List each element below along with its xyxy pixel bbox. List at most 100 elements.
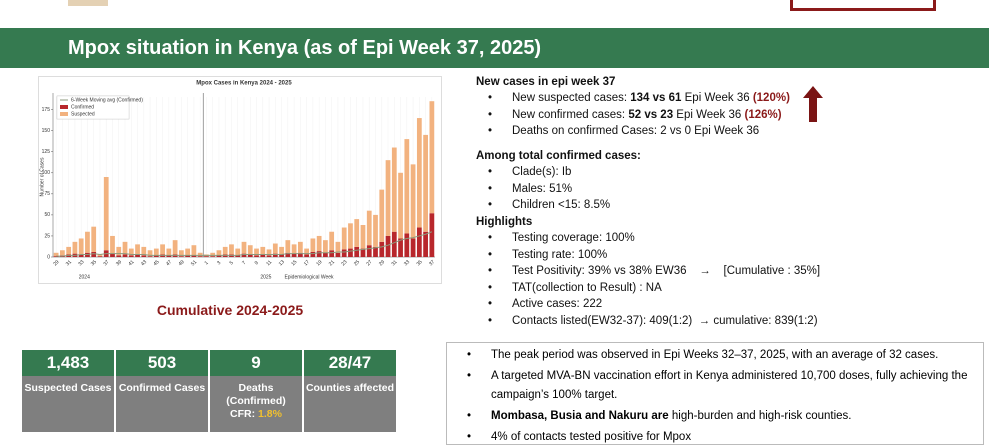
- legend-swatch: [60, 112, 68, 116]
- x-tick-label: 47: [165, 259, 173, 267]
- stat-card: 503 Confirmed Cases: [116, 350, 208, 432]
- chart: Mpox Cases in Kenya 2024 - 2025 Number of…: [39, 81, 436, 281]
- bar-segment: [348, 248, 353, 257]
- y-tick-label: 150: [42, 128, 51, 134]
- text-run: Clade(s): Ib: [512, 166, 572, 178]
- section-heading: Among total confirmed cases:: [476, 150, 641, 162]
- text-run: Deaths on confirmed Cases: 2 vs 0 Epi We…: [512, 125, 760, 137]
- bar-segment: [210, 252, 216, 257]
- x-tick-label: 31: [390, 259, 398, 267]
- bar-segment: [97, 256, 103, 257]
- x-tick-label: 35: [90, 259, 98, 267]
- header-bar: Mpox situation in Kenya (as of Epi Week …: [0, 28, 989, 68]
- y-tick-label: 125: [42, 149, 51, 155]
- bar-segment: [341, 249, 347, 257]
- bar-segment: [404, 139, 410, 234]
- bar-segment: [391, 231, 397, 257]
- stat-label: Confirmed Cases: [116, 376, 208, 432]
- bar-segment: [329, 231, 335, 251]
- note-item: Mombasa, Busia and Nakuru are high-burde…: [447, 407, 983, 426]
- stats-row: 1,483 Suspected Cases 503 Confirmed Cases 9 D…: [22, 350, 396, 432]
- bar-segment: [53, 252, 59, 257]
- bar-segment: [197, 256, 203, 257]
- bullet-item: New suspected cases: 134 vs 61 Epi Week …: [476, 90, 790, 107]
- bar-segment: [153, 248, 159, 256]
- bar-segment: [147, 250, 153, 257]
- bar-segment: [297, 252, 303, 257]
- x-tick-label: 45: [152, 259, 160, 267]
- bar-segment: [398, 172, 403, 239]
- chart-title: Mpox Cases in Kenya 2024 - 2025: [196, 81, 292, 87]
- bar-segment: [85, 231, 90, 253]
- bar-segment: [185, 248, 191, 256]
- stat-value: 1,483: [22, 350, 114, 376]
- chart-frame: Mpox Cases in Kenya 2024 - 2025 Number of…: [38, 76, 442, 284]
- bar-segment: [385, 160, 391, 236]
- x-tick-label: 11: [265, 259, 273, 267]
- x-tick-label: 43: [140, 259, 148, 267]
- bar-segment: [260, 246, 266, 255]
- y-tick-label: 100: [42, 170, 51, 176]
- bar-segment: [398, 238, 403, 257]
- bar-segment: [310, 238, 316, 252]
- x-tick-label: 37: [102, 259, 110, 267]
- bar-segment: [410, 238, 416, 257]
- bar-segment: [128, 255, 134, 257]
- bar-segment: [191, 255, 197, 257]
- text-run: high-burden and high-risk counties.: [668, 410, 852, 422]
- bar-segment: [178, 250, 184, 257]
- highlights-section: Highlights Testing coverage: 100% Testing …: [476, 216, 820, 329]
- bar-segment: [323, 240, 328, 253]
- bar-segment: [110, 235, 115, 254]
- bar-segment: [91, 226, 97, 252]
- bar-segment: [354, 219, 360, 247]
- bar-segment: [241, 253, 247, 257]
- text-run: 134 vs 61: [630, 92, 682, 104]
- logo-fragment: [68, 0, 108, 6]
- bar-segment: [360, 225, 366, 249]
- x-tick-label: 31: [65, 259, 73, 267]
- bar-segment: [254, 248, 259, 256]
- bar-segment: [235, 255, 241, 257]
- text-run: Contacts listed(EW32-37): 409(1:2) → cum…: [512, 314, 818, 327]
- text-run: Epi Week 36: [673, 108, 745, 121]
- legend-swatch: [60, 105, 68, 109]
- stat-label: Suspected Cases: [22, 376, 114, 432]
- cumulative-title: Cumulative 2024-2025: [156, 302, 304, 318]
- x-tick-label: 19: [315, 259, 323, 267]
- bar-segment: [373, 214, 378, 247]
- legend-label: 6-Week Moving avg (Confirmed): [71, 97, 143, 103]
- x-tick-label: 15: [290, 259, 298, 267]
- bar-segment: [141, 246, 147, 256]
- bar-segment: [329, 250, 335, 257]
- bar-segment: [60, 250, 65, 256]
- stat-label: Counties affected: [304, 376, 396, 432]
- text-run: New suspected cases:: [512, 92, 631, 104]
- x-tick-label: 9: [254, 260, 260, 266]
- x-tick-label: 1: [204, 260, 210, 266]
- bar-segment: [316, 251, 322, 257]
- legend-label: Confirmed: [71, 104, 94, 110]
- x-tick-label: 37: [428, 259, 436, 267]
- year-label: 2025: [260, 274, 271, 280]
- stat-label-text: Suspected Cases: [24, 382, 112, 394]
- x-tick-label: 5: [229, 260, 235, 266]
- bar-segment: [335, 252, 341, 257]
- bullet-item: Contacts listed(EW32-37): 409(1:2) → cum…: [476, 313, 820, 330]
- bar-segment: [404, 233, 410, 257]
- bar-segment: [291, 253, 297, 257]
- notes-box: The peak period was observed in Epi Week…: [446, 342, 984, 447]
- bar-segment: [172, 240, 178, 255]
- y-tick-label: 75: [44, 191, 50, 197]
- x-tick-label: 23: [340, 259, 348, 267]
- bar-segment: [272, 243, 278, 254]
- text-run: Testing rate: 100%: [512, 248, 608, 261]
- bar-segment: [135, 254, 140, 257]
- bar-segment: [116, 255, 122, 257]
- stat-label-text: CFR:: [230, 408, 259, 420]
- bar-segment: [291, 244, 297, 254]
- bar-segment: [197, 252, 203, 257]
- text-run: (120%): [752, 92, 790, 104]
- legend-frame: [56, 95, 130, 120]
- bar-segment: [128, 248, 134, 256]
